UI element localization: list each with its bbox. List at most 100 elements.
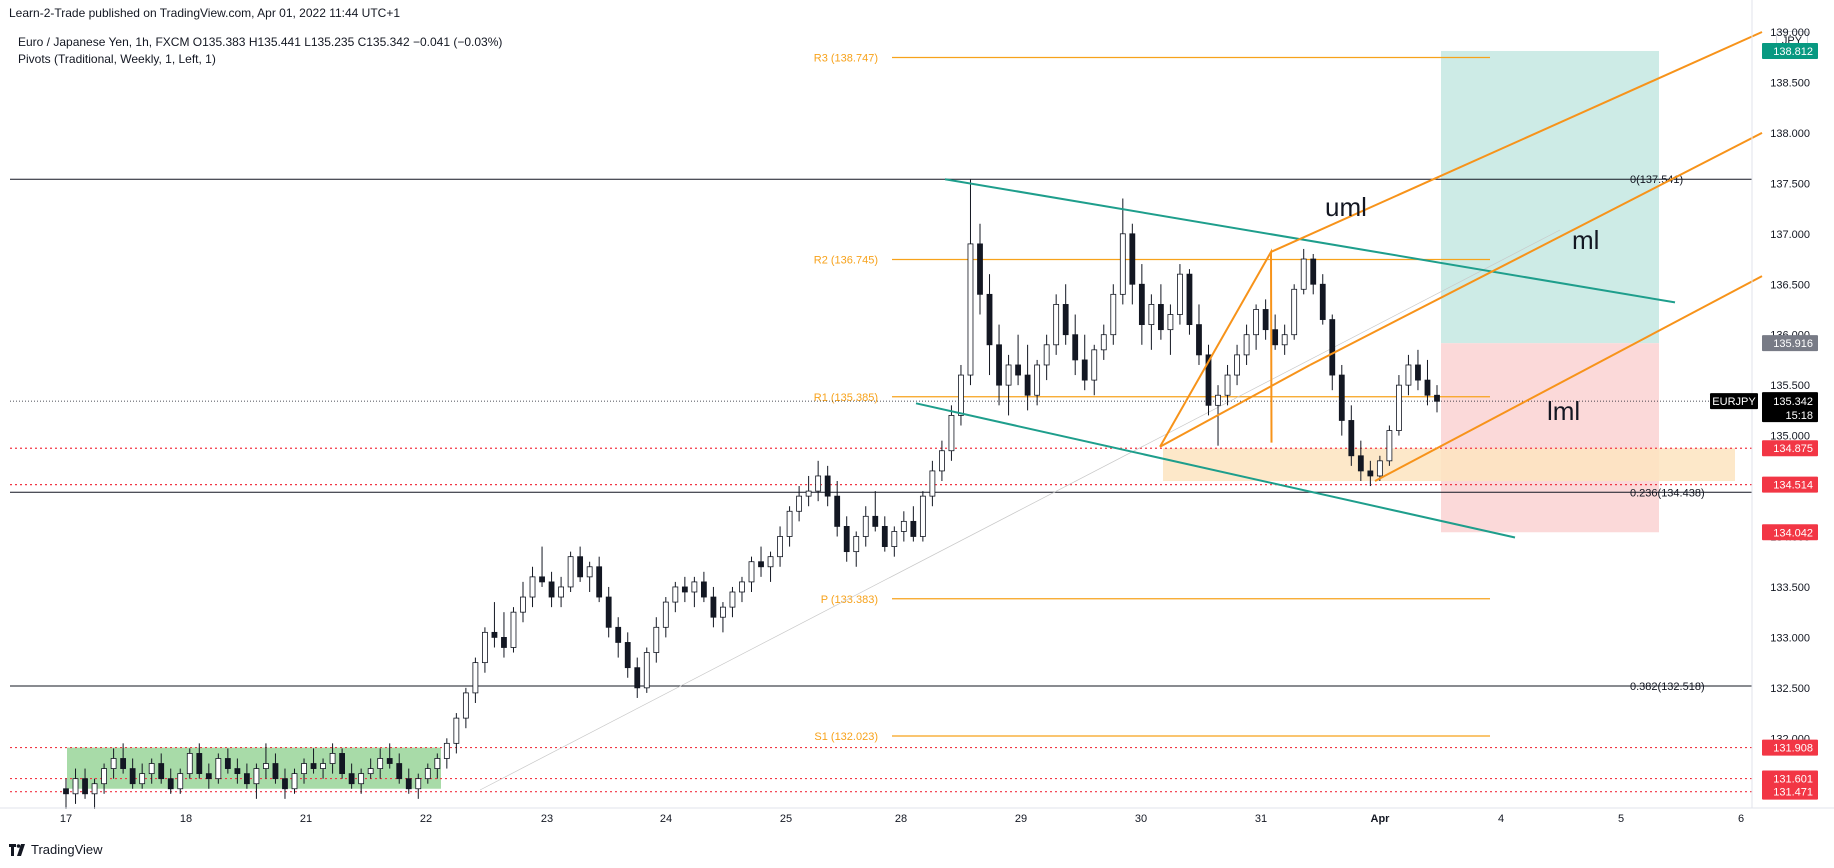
- support-zone: [1163, 448, 1735, 482]
- candle-body: [1043, 344, 1050, 366]
- symbol-info[interactable]: Euro / Japanese Yen, 1h, FXCM O135.383 H…: [18, 35, 503, 49]
- pitchfork-lower-line: [1374, 275, 1763, 482]
- candle-body: [120, 758, 127, 769]
- time-tick-label: 5: [1618, 813, 1624, 825]
- time-tick-label: 17: [60, 813, 72, 825]
- candle-body: [205, 773, 212, 780]
- candle-body: [63, 788, 69, 795]
- candle-body: [872, 515, 879, 527]
- candle-body: [729, 591, 736, 608]
- candle-body: [110, 758, 117, 769]
- candle-body: [996, 344, 1002, 386]
- candle-body: [681, 586, 688, 593]
- candle-body: [1024, 374, 1031, 396]
- pivot-label: P (133.383): [821, 594, 878, 606]
- candle-body: [834, 495, 841, 527]
- fib-level-label: 0.236(134.438): [1630, 487, 1705, 499]
- candle-body: [910, 520, 917, 537]
- candle-body: [577, 556, 584, 578]
- candle-body: [282, 778, 288, 790]
- candle-body: [329, 753, 336, 764]
- candle-body: [1396, 384, 1402, 431]
- symbol-tag-bg: [1710, 393, 1758, 410]
- candle-body: [710, 596, 717, 618]
- candle-body: [1291, 288, 1298, 336]
- pitchfork-lower-start-line: [1159, 364, 1311, 448]
- pitchfork-handle: [1159, 248, 1273, 448]
- candle-body: [662, 601, 669, 628]
- candle-body: [148, 763, 155, 775]
- time-tick-label: 24: [660, 813, 672, 825]
- candle-body: [301, 763, 307, 775]
- time-tick-label: 30: [1135, 813, 1147, 825]
- time-axis[interactable]: 17 18 21 22 23 24 25 28 29 30 31 Apr 4 5 6: [60, 813, 1744, 825]
- candle-body: [177, 773, 184, 790]
- candle-body: [567, 556, 574, 588]
- candle-body: [739, 581, 745, 593]
- lml-label: lml: [1547, 396, 1580, 426]
- pitchfork-upper-line: [1270, 31, 1763, 253]
- tradingview-logo[interactable]: TradingView: [9, 842, 103, 857]
- candle-body: [1034, 364, 1041, 396]
- tradingview-icon: [9, 843, 25, 856]
- candle-body: [824, 475, 831, 497]
- price-tag-bg: [1762, 335, 1818, 352]
- channel-upper-line: [944, 178, 1676, 304]
- candle-body: [1405, 364, 1412, 386]
- candle-body: [1262, 309, 1269, 331]
- price-tag-value: 134.514: [1773, 480, 1813, 492]
- candle-body: [929, 470, 936, 497]
- candle-body: [615, 626, 622, 643]
- candle-body: [1129, 233, 1136, 285]
- price-tick-label: 132.500: [1770, 683, 1810, 695]
- candle-body: [320, 763, 326, 769]
- price-tag-value: 131.601: [1773, 774, 1813, 786]
- candle-body: [158, 763, 165, 780]
- candle-body: [310, 763, 317, 769]
- candle-body: [748, 561, 755, 583]
- time-tick-label: 21: [300, 813, 312, 825]
- candle-body: [1243, 334, 1250, 356]
- candle-body: [853, 536, 860, 553]
- candle-body: [1072, 334, 1079, 361]
- price-tick-label: 138.000: [1770, 128, 1810, 140]
- candle-body: [91, 783, 98, 795]
- candle-body: [1415, 364, 1421, 381]
- price-tag-bg: [1762, 524, 1818, 541]
- candle-body: [758, 561, 764, 568]
- price-tick-label: 137.500: [1770, 178, 1810, 190]
- time-tick-label: Apr: [1371, 813, 1391, 825]
- candle-body: [443, 742, 450, 759]
- price-tag-value: 131.908: [1773, 743, 1813, 755]
- zones-layer: [67, 50, 1735, 789]
- price-axis[interactable]: 132.000132.500133.000133.500134.000134.5…: [1770, 27, 1810, 745]
- candle-body: [653, 626, 660, 653]
- candle-body: [1357, 455, 1364, 472]
- price-tick-label: 133.000: [1770, 632, 1810, 644]
- candle-body: [977, 243, 983, 295]
- price-tick-label: 139.000: [1770, 27, 1810, 39]
- candle-body: [1091, 349, 1098, 381]
- candle-body: [1157, 304, 1164, 331]
- candle-body: [548, 581, 555, 598]
- candle-body: [862, 515, 869, 537]
- price-tag-value: 134.875: [1773, 443, 1813, 455]
- drawings-layer: [915, 31, 1763, 539]
- candle-body: [1167, 314, 1174, 331]
- pivot-label: R2 (136.745): [814, 255, 878, 267]
- fib-level-label: 0.382(132.518): [1630, 681, 1705, 693]
- candle-body: [643, 652, 650, 689]
- pivot-label: R3 (138.747): [814, 53, 878, 65]
- candle-body: [634, 667, 641, 689]
- last-price-tag-bg: [1762, 392, 1818, 423]
- price-tick-label: 137.000: [1770, 229, 1810, 241]
- candle-body: [1005, 364, 1012, 386]
- candle-body: [72, 778, 79, 795]
- median-guide-line: [479, 229, 1561, 791]
- price-tag-bg: [1762, 476, 1818, 493]
- indicator-info[interactable]: Pivots (Traditional, Weekly, 1, Left, 1): [18, 52, 216, 66]
- time-tick-label: 6: [1738, 813, 1744, 825]
- price-tag-value: 131.471: [1773, 787, 1813, 799]
- candle-body: [253, 768, 260, 785]
